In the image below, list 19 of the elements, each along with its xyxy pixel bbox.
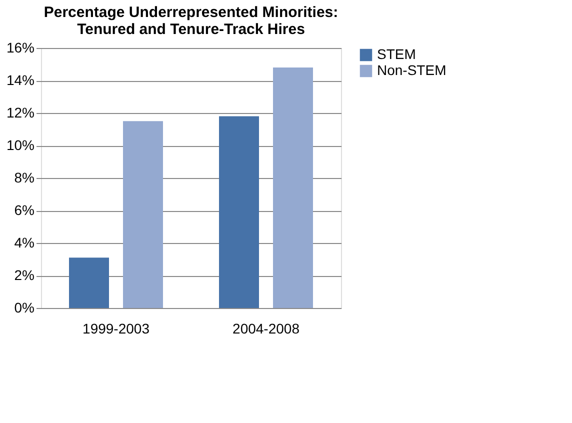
y-tick-label: 16% <box>6 40 34 56</box>
y-tick-label: 6% <box>14 202 34 218</box>
bar <box>273 68 313 308</box>
y-tick-label: 12% <box>6 104 34 120</box>
y-tick-label: 8% <box>14 170 34 186</box>
y-tick-label: 10% <box>6 137 34 153</box>
x-tick-label: 2004-2008 <box>232 320 300 336</box>
bar <box>219 116 259 308</box>
text: Percentage Underrepresented Minorities: <box>44 4 338 21</box>
y-tick-label: 0% <box>14 300 34 316</box>
text: Tenured and Tenure-Track Hires <box>77 21 305 38</box>
bar <box>69 258 109 308</box>
y-tick-label: 4% <box>14 234 34 250</box>
legend-label: Non-STEM <box>377 62 446 78</box>
y-tick-label: 14% <box>6 72 34 88</box>
x-tick-label: 1999-2003 <box>82 320 150 336</box>
legend-label: STEM <box>377 46 416 62</box>
bar <box>123 121 163 308</box>
y-tick-label: 2% <box>14 267 34 283</box>
